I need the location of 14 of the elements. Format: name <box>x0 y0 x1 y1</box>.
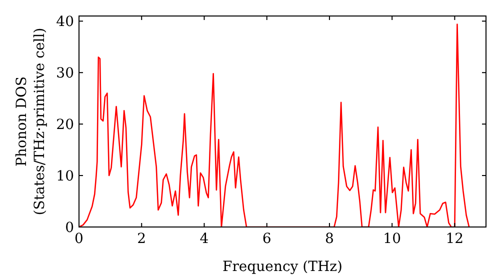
y-tick-label: 20 <box>56 117 74 134</box>
y-tick-label: 10 <box>56 168 74 185</box>
x-tick-label: 2 <box>137 231 146 247</box>
y-axis-title: Phonon DOS (States/THz·primitive cell) <box>14 28 48 216</box>
y-tick-label: 40 <box>56 14 74 30</box>
x-tick-label: 12 <box>446 231 464 247</box>
x-tick-label: 10 <box>383 231 401 247</box>
x-tick-label: 6 <box>262 231 272 247</box>
y-tick-label: 0 <box>65 220 74 236</box>
x-tick-label: 4 <box>200 231 209 247</box>
y-tick-label: 30 <box>56 66 74 82</box>
line-series <box>79 24 470 227</box>
x-axis-title: Frequency (THz) <box>222 259 343 275</box>
x-tick-label: 8 <box>325 231 334 247</box>
